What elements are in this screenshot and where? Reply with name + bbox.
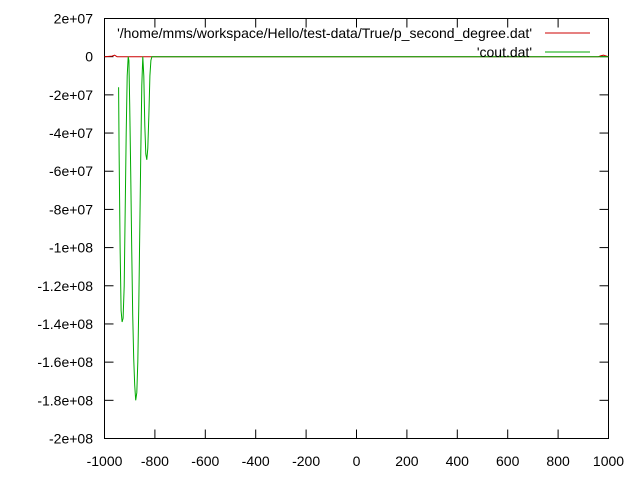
x-tick-label: -200 [292, 453, 320, 469]
y-tick-label: -6e+07 [49, 163, 93, 179]
x-tick-label: 800 [546, 453, 570, 469]
plot-frame [104, 18, 609, 439]
y-tick-label: 2e+07 [54, 11, 94, 27]
y-tick-label: -2e+07 [49, 87, 93, 103]
y-tick-label: -8e+07 [49, 201, 93, 217]
legend: '/home/mms/workspace/Hello/test-data/Tru… [117, 25, 590, 60]
y-tick-label: -2e+08 [49, 431, 93, 447]
y-tick-label: -1.4e+08 [37, 316, 93, 332]
x-tick-label: -1000 [87, 453, 123, 469]
y-tick-label: -1e+08 [49, 240, 93, 256]
y-tick-label: -1.2e+08 [37, 278, 93, 294]
series-lines [104, 54, 609, 401]
legend-label: 'cout.dat' [477, 44, 532, 60]
axis-ticks [104, 18, 609, 439]
axis-tick-labels: -1000 -800 -600 -400 -200 0 200 400 600 800 1000 2e… [37, 11, 624, 470]
y-tick-label: -1.8e+08 [37, 392, 93, 408]
series-line-2 [118, 56, 609, 401]
x-tick-label: 1000 [593, 453, 624, 469]
x-tick-label: -800 [141, 453, 169, 469]
x-tick-label: 400 [446, 453, 470, 469]
y-tick-label: 0 [85, 49, 93, 65]
y-tick-label: -4e+07 [49, 125, 93, 141]
x-tick-label: 600 [496, 453, 520, 469]
x-tick-label: -600 [191, 453, 219, 469]
legend-label: '/home/mms/workspace/Hello/test-data/Tru… [117, 25, 532, 41]
x-tick-label: 200 [395, 453, 419, 469]
x-tick-label: 0 [353, 453, 361, 469]
x-tick-label: -400 [242, 453, 270, 469]
y-tick-label: -1.6e+08 [37, 354, 93, 370]
